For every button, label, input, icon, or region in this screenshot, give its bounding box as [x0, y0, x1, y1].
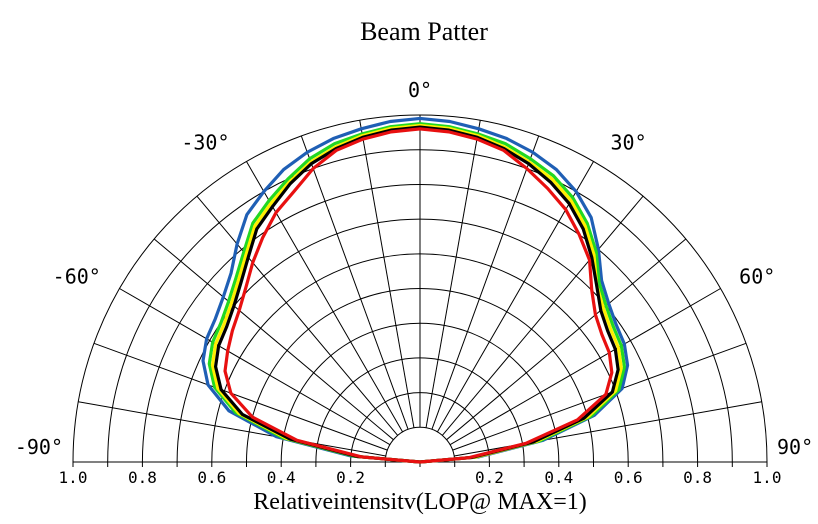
grid-spoke	[454, 401, 762, 457]
radius-tick-label: 0.2	[475, 468, 504, 487]
polar-grid	[72, 114, 768, 467]
grid-spoke	[93, 342, 388, 451]
angle-tick-label: -90°	[15, 435, 63, 459]
radius-tick-label: 0.4	[544, 468, 573, 487]
series-line-black	[213, 125, 620, 464]
grid-spoke	[359, 120, 415, 428]
angle-tick-label: 30°	[611, 130, 647, 154]
angle-tick-label: 60°	[739, 265, 775, 289]
series-line-blue	[201, 116, 630, 464]
grid-spoke	[196, 195, 399, 436]
angle-tick-label: 90°	[777, 435, 813, 459]
radius-tick-label: 0.6	[197, 468, 226, 487]
radius-tick-label: 1.0	[59, 468, 88, 487]
radius-tick-label: 1.0	[753, 468, 782, 487]
grid-spoke	[153, 238, 394, 441]
radius-tick-label: 0.2	[336, 468, 365, 487]
series-line-yellow	[210, 123, 623, 464]
grid-circle	[384, 426, 456, 463]
grid-spoke	[431, 135, 540, 430]
grid-spoke	[119, 288, 391, 446]
radius-tick-label: 0.6	[614, 468, 643, 487]
radius-tick-label: 0.8	[128, 468, 157, 487]
angle-tick-label: 0°	[408, 78, 432, 102]
grid-spoke	[441, 195, 644, 436]
radius-tick-label: 0.4	[267, 468, 296, 487]
radius-tick-label: 0.8	[683, 468, 712, 487]
angle-tick-label: -60°	[53, 265, 101, 289]
grid-spoke	[449, 288, 721, 446]
x-axis-label: Relativeintensitv(LOP@ MAX=1)	[253, 489, 587, 515]
labels-layer: Beam Patter Relativeintensitv(LOP@ MAX=1…	[15, 17, 813, 515]
grid-spoke	[425, 120, 481, 428]
grid-spoke	[452, 342, 747, 451]
grid-spoke	[446, 238, 687, 441]
chart-title: Beam Patter	[360, 17, 488, 46]
grid-spoke	[78, 401, 386, 457]
series-line-green	[207, 122, 627, 464]
angle-tick-label: -30°	[181, 130, 229, 154]
grid-spoke	[300, 135, 409, 430]
series-layer	[201, 116, 630, 464]
grid-spoke	[436, 161, 594, 433]
series-line-red	[223, 127, 614, 464]
